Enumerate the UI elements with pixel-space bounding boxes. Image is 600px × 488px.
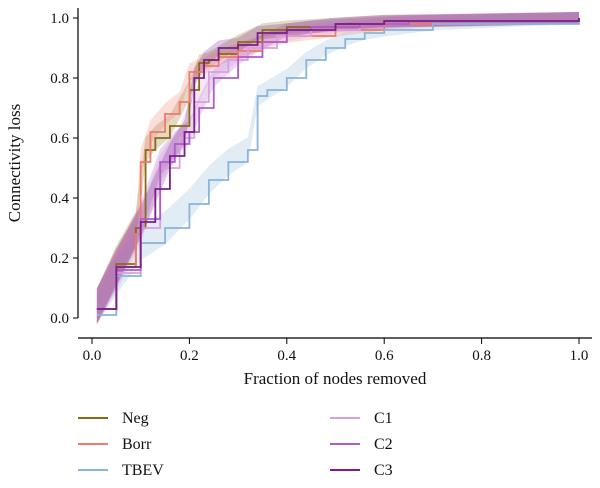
- legend-label: Borr: [122, 436, 152, 453]
- series-line-c3: [96, 18, 580, 310]
- axes: 0.0 0.2 0.4 0.6 0.8 1.0 0.0 0.2 0.4 0.6 0.8 1.0 Frac…: [5, 8, 592, 388]
- x-tick-label: 0.8: [472, 348, 491, 364]
- x-axis-label: Fraction of nodes removed: [244, 369, 427, 388]
- y-tick-label: 0.0: [50, 311, 69, 327]
- series-line-tbev: [96, 18, 580, 316]
- legend-label: C3: [374, 462, 393, 479]
- legend-label: Neg: [122, 410, 149, 427]
- y-tick-label: 0.2: [50, 251, 69, 267]
- legend-item-neg: Neg: [78, 410, 149, 427]
- legend: Neg Borr TBEV C1 C2 C3: [78, 410, 393, 479]
- y-tick-label: 0.6: [50, 131, 69, 147]
- legend-item-c2: C2: [330, 436, 393, 453]
- legend-item-c3: C3: [330, 462, 393, 479]
- x-tick-label: 0.6: [375, 348, 394, 364]
- series-lines: [96, 18, 580, 316]
- y-axis-label: Connectivity loss: [5, 104, 24, 223]
- legend-item-borr: Borr: [78, 436, 152, 453]
- x-tick-label: 0.4: [277, 348, 296, 364]
- legend-label: TBEV: [122, 462, 164, 479]
- legend-label: C1: [374, 410, 393, 427]
- x-tick-label: 0.0: [83, 348, 102, 364]
- y-tick-label: 1.0: [50, 11, 69, 27]
- series-line-c2: [96, 18, 580, 310]
- legend-label: C2: [374, 436, 393, 453]
- x-tick-label: 0.2: [180, 348, 199, 364]
- x-tick-label: 1.0: [570, 348, 589, 364]
- legend-item-tbev: TBEV: [78, 462, 164, 479]
- legend-item-c1: C1: [330, 410, 393, 427]
- y-tick-label: 0.4: [50, 191, 69, 207]
- y-tick-label: 0.8: [50, 71, 69, 87]
